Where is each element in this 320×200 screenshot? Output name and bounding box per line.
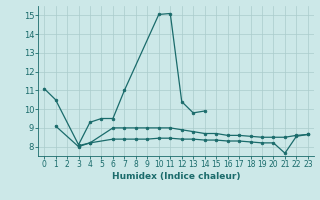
X-axis label: Humidex (Indice chaleur): Humidex (Indice chaleur)	[112, 172, 240, 181]
